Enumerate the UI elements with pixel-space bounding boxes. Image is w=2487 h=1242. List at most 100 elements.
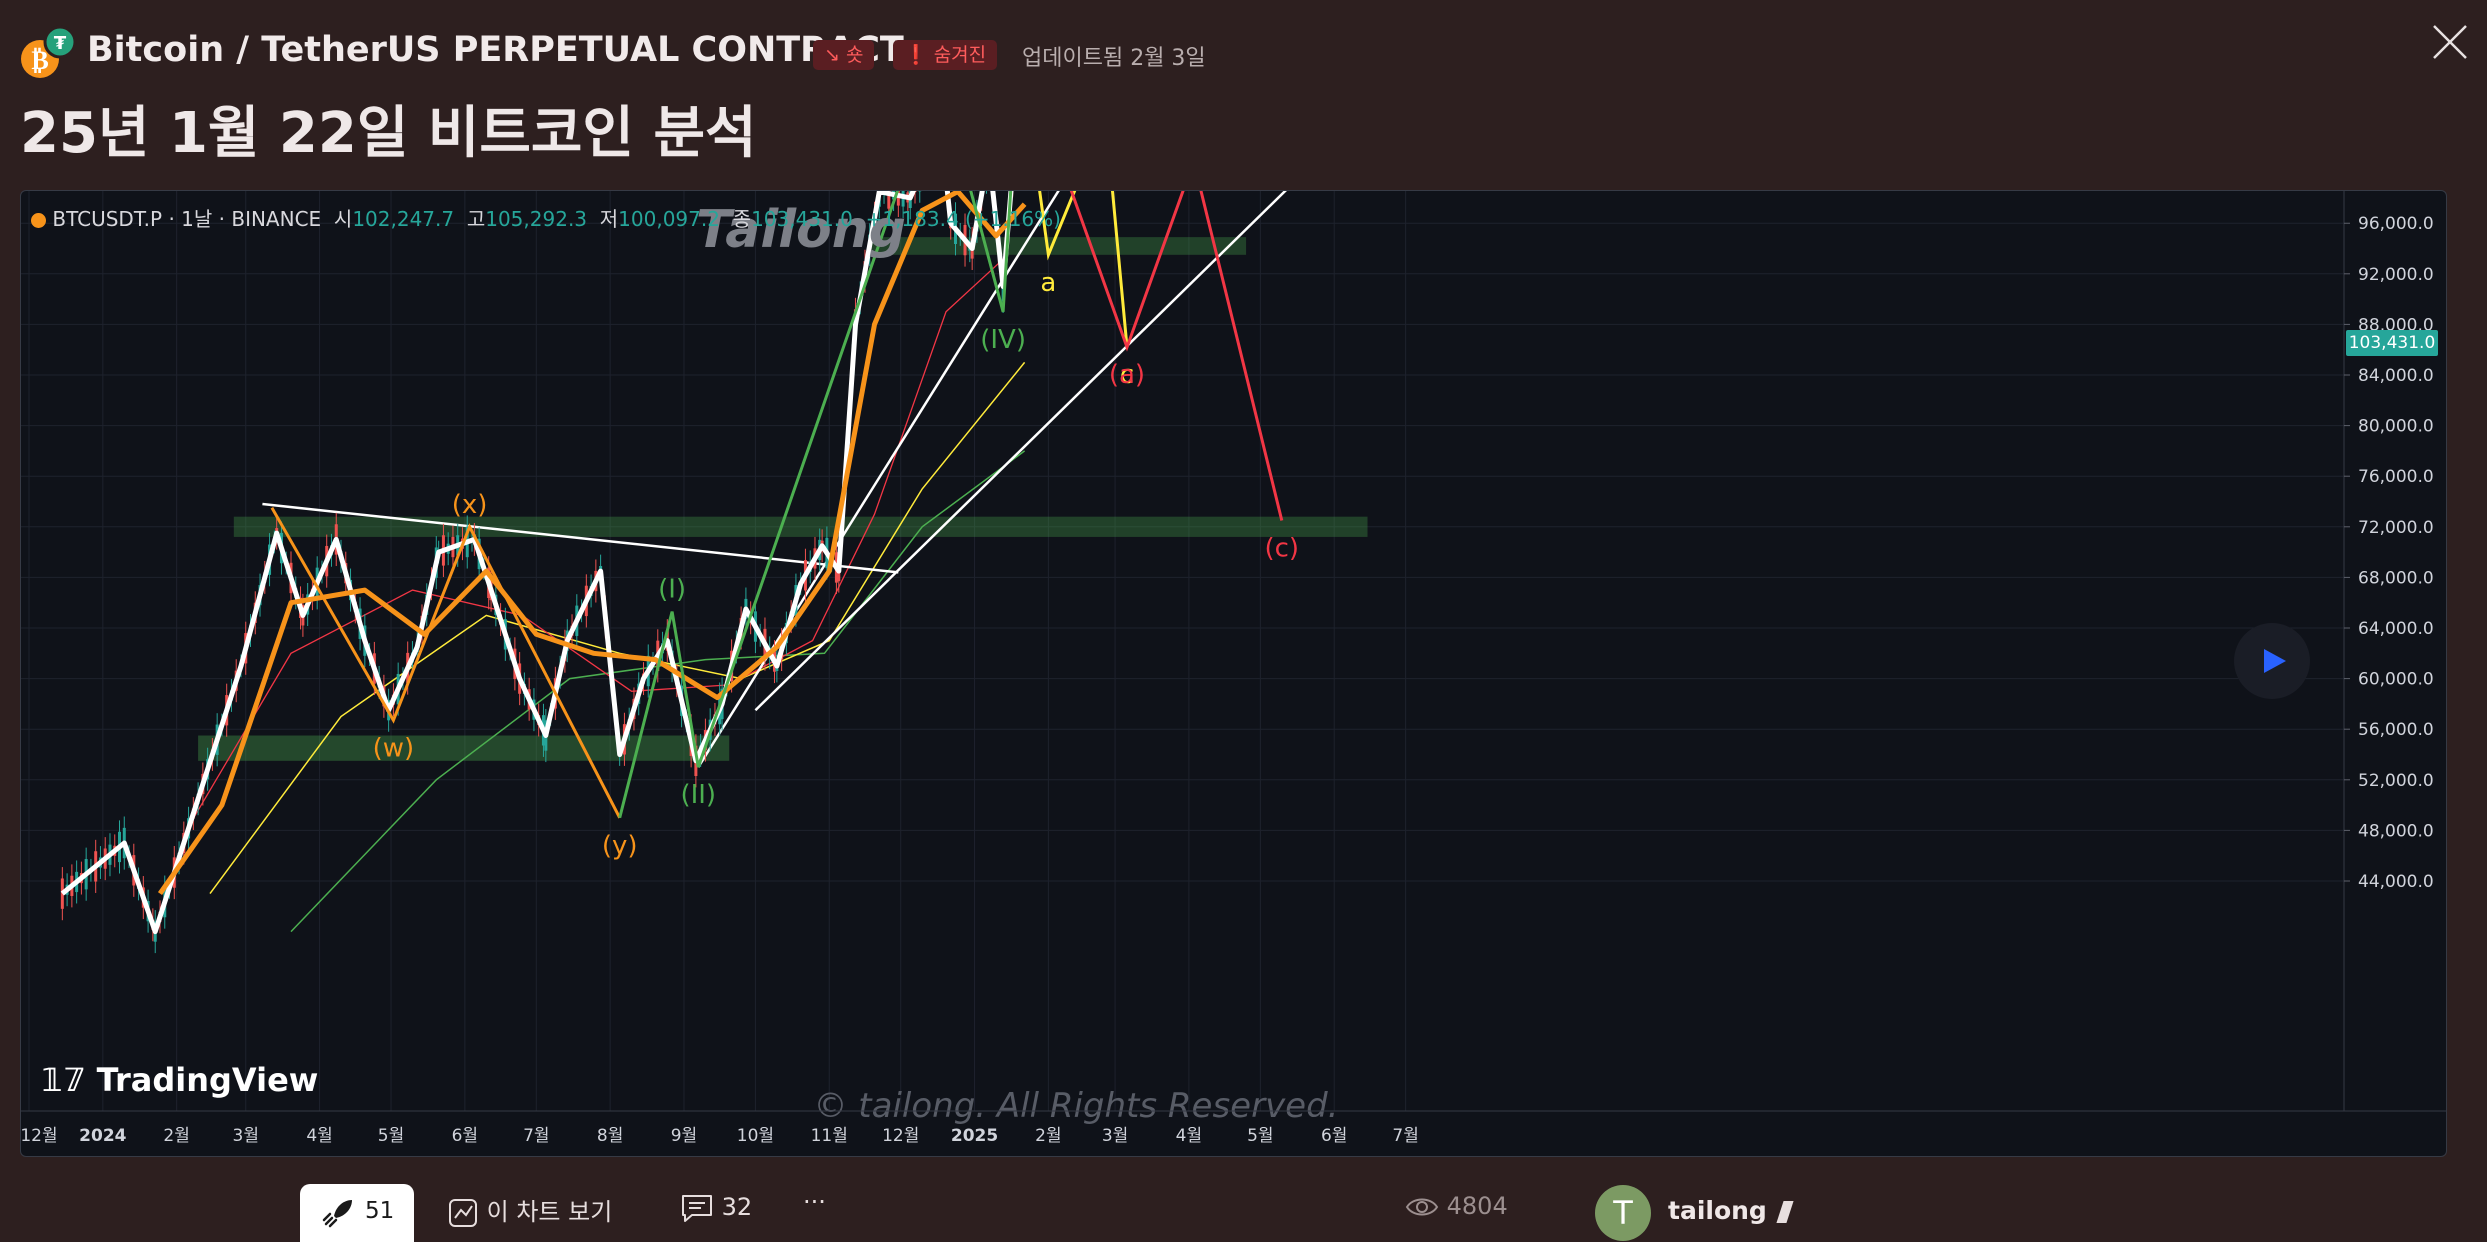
time-tick-label: 2월 [163,1126,189,1146]
views-count: 4804 [1446,1192,1508,1220]
trendline-support-2 [754,191,1287,712]
boost-count: 51 [365,1198,395,1224]
rocket-icon [322,1200,352,1228]
boost-button[interactable]: 51 [300,1184,414,1242]
legend-open: 102,247.7 [352,207,455,231]
author-name-text: tailong [1668,1196,1767,1225]
time-tick-label: 6월 [452,1126,478,1146]
time-tick-label: 12월 [21,1126,58,1146]
current-price-tag: 103,431.0 [2346,330,2438,356]
tradingview-logo[interactable]: 𝟙𝟟 TradingView [41,1061,318,1099]
svg-text:₮: ₮ [54,33,67,54]
legend-low: 100,097.2 [618,207,720,231]
comment-icon [682,1195,712,1222]
time-tick-label: 2024 [79,1126,126,1146]
wave-label: a [1040,268,1056,298]
wave-label: (IV) [980,325,1026,355]
wave-abc-line [1038,191,1129,348]
play-replay-button[interactable] [2234,623,2310,699]
legend-change: +1,183.4 (+1.16%) [865,207,1061,231]
chart-area[interactable]: (x)(w)(y)(I)(II)(III)(IV)(V)abc(a)(b)(c)… [20,190,2447,1157]
trendline-resistance [262,502,899,574]
legend-low-label: 저 [599,207,619,231]
price-tick-label: 60,000.0 [2358,670,2434,690]
price-tick-label: 48,000.0 [2358,821,2434,841]
price-tick-label: 72,000.0 [2358,518,2434,538]
chart-legend: BTCUSDT.P · 1날 · BINANCE 시102,247.7 고105… [31,203,1061,232]
time-tick-label: 11월 [811,1126,848,1146]
idea-title: 25년 1월 22일 비트코인 분석 [20,101,757,166]
legend-symbol[interactable]: BTCUSDT.P · 1날 · BINANCE [52,207,322,231]
hidden-badge: ❗ 숨겨진 [893,40,998,70]
wave-wxy-line [270,507,622,819]
time-tick-label: 12월 [882,1126,919,1146]
chart-icon [449,1199,477,1227]
short-badge: ↘ 숏 [813,40,875,70]
price-tick-label: 56,000.0 [2358,720,2434,740]
price-tick-label: 52,000.0 [2358,771,2434,791]
eye-icon [1405,1198,1439,1216]
view-chart-button[interactable]: 이 차트 보기 [447,1192,612,1229]
time-tick-label: 4월 [306,1126,332,1146]
wave-label: (y) [602,831,638,861]
svg-text:₿: ₿ [31,46,48,76]
price-tick-label: 64,000.0 [2358,619,2434,639]
legend-close: 103,431.0 [751,207,853,231]
time-tick-label: 6월 [1321,1126,1347,1146]
wave-label: c [1120,360,1134,390]
symbol-title[interactable]: Bitcoin / TetherUS PERPETUAL CONTRACT [87,30,904,70]
legend-open-label: 시 [333,207,353,231]
more-options-button[interactable]: ··· [803,1188,826,1216]
wave-label: (I) [658,575,686,605]
price-tick-label: 76,000.0 [2358,467,2434,487]
view-chart-label: 이 차트 보기 [486,1198,613,1226]
price-chart[interactable]: (x)(w)(y)(I)(II)(III)(IV)(V)abc(a)(b)(c)… [21,191,2446,1156]
trendline-support-1 [697,191,1060,768]
wave-label: (a) [1109,360,1145,390]
price-tick-label: 44,000.0 [2358,872,2434,892]
updated-date: 업데이트됨 2월 3일 [1022,46,1206,71]
time-tick-label: 4월 [1176,1126,1202,1146]
price-tick-label: 96,000.0 [2358,214,2434,234]
candle-body [887,191,891,209]
time-tick-label: 2월 [1035,1126,1061,1146]
tradingview-logo-icon: 𝟙𝟟 [41,1061,97,1099]
zone-band [198,735,730,761]
time-tick-label: 7월 [523,1126,549,1146]
play-icon [2264,649,2286,673]
legend-high: 105,292.3 [485,207,588,231]
pro-badge-icon [1775,1201,1794,1223]
watermark-top: Tailong [696,200,906,260]
time-tick-label: 5월 [1247,1126,1273,1146]
wave-impulse-line [618,191,1013,819]
time-tick-label: 2025 [951,1126,998,1146]
price-tick-label: 84,000.0 [2358,366,2434,386]
zone-band [869,237,1247,255]
comments-count: 32 [721,1193,753,1221]
price-tick-label: 92,000.0 [2358,265,2434,285]
time-tick-label: 3월 [1102,1126,1128,1146]
candle-body [896,191,900,206]
comments-button[interactable]: 32 [680,1192,752,1224]
price-line-orange [157,191,1027,896]
wave-label: (II) [680,780,716,810]
author-name[interactable]: tailong [1668,1196,1794,1225]
time-tick-label: 3월 [233,1126,259,1146]
views-counter: 4804 [1405,1192,1508,1221]
watermark-bottom: © tailong. All Rights Reserved. [813,1086,1338,1126]
idea-header: ₿ ₮ Bitcoin / TetherUS PERPETUAL CONTRAC… [0,0,2487,190]
idea-footer: 51 이 차트 보기 32 ··· 4804 T tailong [0,1170,2487,1242]
wave-label: (c) [1264,533,1299,563]
author-avatar[interactable]: T [1595,1185,1651,1241]
legend-close-label: 종 [732,207,752,231]
ma-200-line [290,450,1026,933]
wave-label: (x) [452,490,488,520]
close-icon[interactable] [2430,22,2470,62]
time-tick-label: 10월 [737,1126,774,1146]
tradingview-logo-text: TradingView [96,1061,319,1099]
price-tick-label: 68,000.0 [2358,568,2434,588]
time-tick-label: 8월 [597,1126,623,1146]
bitcoin-tether-logo-icon: ₿ ₮ [21,25,77,78]
price-line-white [60,191,1014,935]
legend-high-label: 고 [466,207,486,231]
